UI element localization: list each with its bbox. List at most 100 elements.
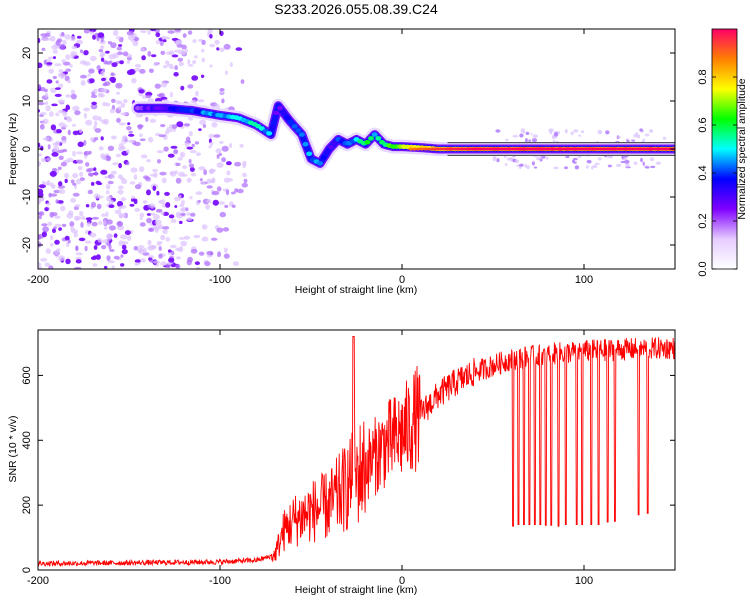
noise-blob xyxy=(49,243,54,247)
noise-blob xyxy=(105,240,110,247)
noise-blob xyxy=(100,153,105,159)
colorbar-tick-label: 0.0 xyxy=(697,261,709,276)
ridge-core xyxy=(514,147,520,151)
noise-blob xyxy=(201,236,209,242)
noise-blob xyxy=(40,145,44,151)
noise-blob xyxy=(167,249,172,253)
side-blob xyxy=(644,133,650,137)
noise-blob xyxy=(121,212,127,218)
noise-blob xyxy=(175,247,182,252)
noise-blob xyxy=(122,51,129,57)
noise-blob xyxy=(97,237,103,243)
noise-blob xyxy=(148,227,153,232)
noise-blob xyxy=(42,182,51,186)
noise-blob xyxy=(169,91,173,98)
noise-blob xyxy=(137,248,144,253)
noise-blob xyxy=(126,69,134,76)
noise-blob xyxy=(85,217,93,221)
noise-blob xyxy=(118,122,126,126)
noise-blob xyxy=(126,30,134,36)
noise-blob xyxy=(242,172,247,178)
noise-blob xyxy=(158,253,163,259)
noise-blob xyxy=(139,212,145,218)
noise-blob xyxy=(195,191,203,196)
noise-blob xyxy=(117,221,122,226)
colorbar: 0.0 0.2 0.4 0.6 0.8 Normalized spectral ampl… xyxy=(697,28,748,277)
noise-blob xyxy=(116,46,123,51)
noise-blob xyxy=(114,209,122,214)
noise-blob xyxy=(49,35,56,42)
side-blob xyxy=(548,128,554,132)
noise-blob xyxy=(209,141,214,146)
noise-blob xyxy=(67,239,71,244)
noise-blob xyxy=(70,227,75,231)
noise-blob xyxy=(216,186,222,192)
noise-blob xyxy=(83,107,90,112)
noise-blob xyxy=(75,259,82,264)
noise-blob xyxy=(211,190,220,196)
noise-blob xyxy=(128,130,133,134)
noise-blob xyxy=(142,200,148,204)
noise-blob xyxy=(100,70,105,77)
noise-blob xyxy=(153,62,159,67)
side-blob xyxy=(636,134,641,139)
noise-blob xyxy=(149,259,153,263)
noise-blob xyxy=(160,261,167,267)
noise-blob xyxy=(108,244,112,250)
noise-blob xyxy=(188,64,194,67)
noise-blob xyxy=(135,114,143,118)
noise-blob xyxy=(176,40,182,45)
noise-blob xyxy=(121,244,127,250)
noise-blob xyxy=(118,213,124,219)
noise-blob xyxy=(149,118,157,123)
noise-blob xyxy=(43,37,51,41)
noise-blob xyxy=(184,235,190,240)
side-blob xyxy=(573,129,579,133)
noise-blob xyxy=(158,224,163,230)
ridge-core xyxy=(412,147,418,151)
noise-blob xyxy=(90,103,98,110)
noise-blob xyxy=(39,123,45,130)
side-blob xyxy=(552,139,556,143)
noise-blob xyxy=(42,118,49,125)
noise-blob xyxy=(70,36,76,42)
noise-blob xyxy=(155,32,161,38)
noise-blob xyxy=(223,247,228,253)
y-tick-label: -10 xyxy=(21,189,33,205)
side-blob xyxy=(597,129,603,135)
noise-blob xyxy=(91,221,98,227)
ridge-core xyxy=(634,147,640,151)
noise-blob xyxy=(40,87,46,92)
side-blob xyxy=(564,129,568,134)
noise-blob xyxy=(126,235,132,242)
noise-blob xyxy=(188,131,193,137)
noise-blob xyxy=(198,166,206,171)
noise-blob xyxy=(221,157,227,163)
noise-blob xyxy=(169,66,176,69)
noise-blob xyxy=(122,99,128,104)
noise-blob xyxy=(38,62,43,69)
ridge-core xyxy=(525,147,531,151)
side-blob xyxy=(503,155,507,159)
noise-blob xyxy=(121,249,128,255)
noise-blob xyxy=(186,217,193,222)
noise-blob xyxy=(38,37,41,44)
noise-blob xyxy=(171,54,179,58)
ridge-core xyxy=(477,147,483,151)
noise-blob xyxy=(71,45,78,50)
noise-blob xyxy=(158,134,166,138)
noise-blob xyxy=(100,88,108,93)
noise-blob xyxy=(38,234,42,240)
noise-blob xyxy=(90,181,95,186)
noise-blob xyxy=(163,146,169,152)
side-blob xyxy=(492,157,497,162)
ridge-bead xyxy=(269,125,276,130)
noise-blob xyxy=(140,30,147,34)
noise-blob xyxy=(92,88,98,95)
noise-blob xyxy=(202,124,207,128)
colorbar-tick-label: 0.6 xyxy=(697,117,709,132)
noise-blob xyxy=(170,244,177,249)
noise-blob xyxy=(209,64,213,68)
noise-blob xyxy=(166,63,174,67)
